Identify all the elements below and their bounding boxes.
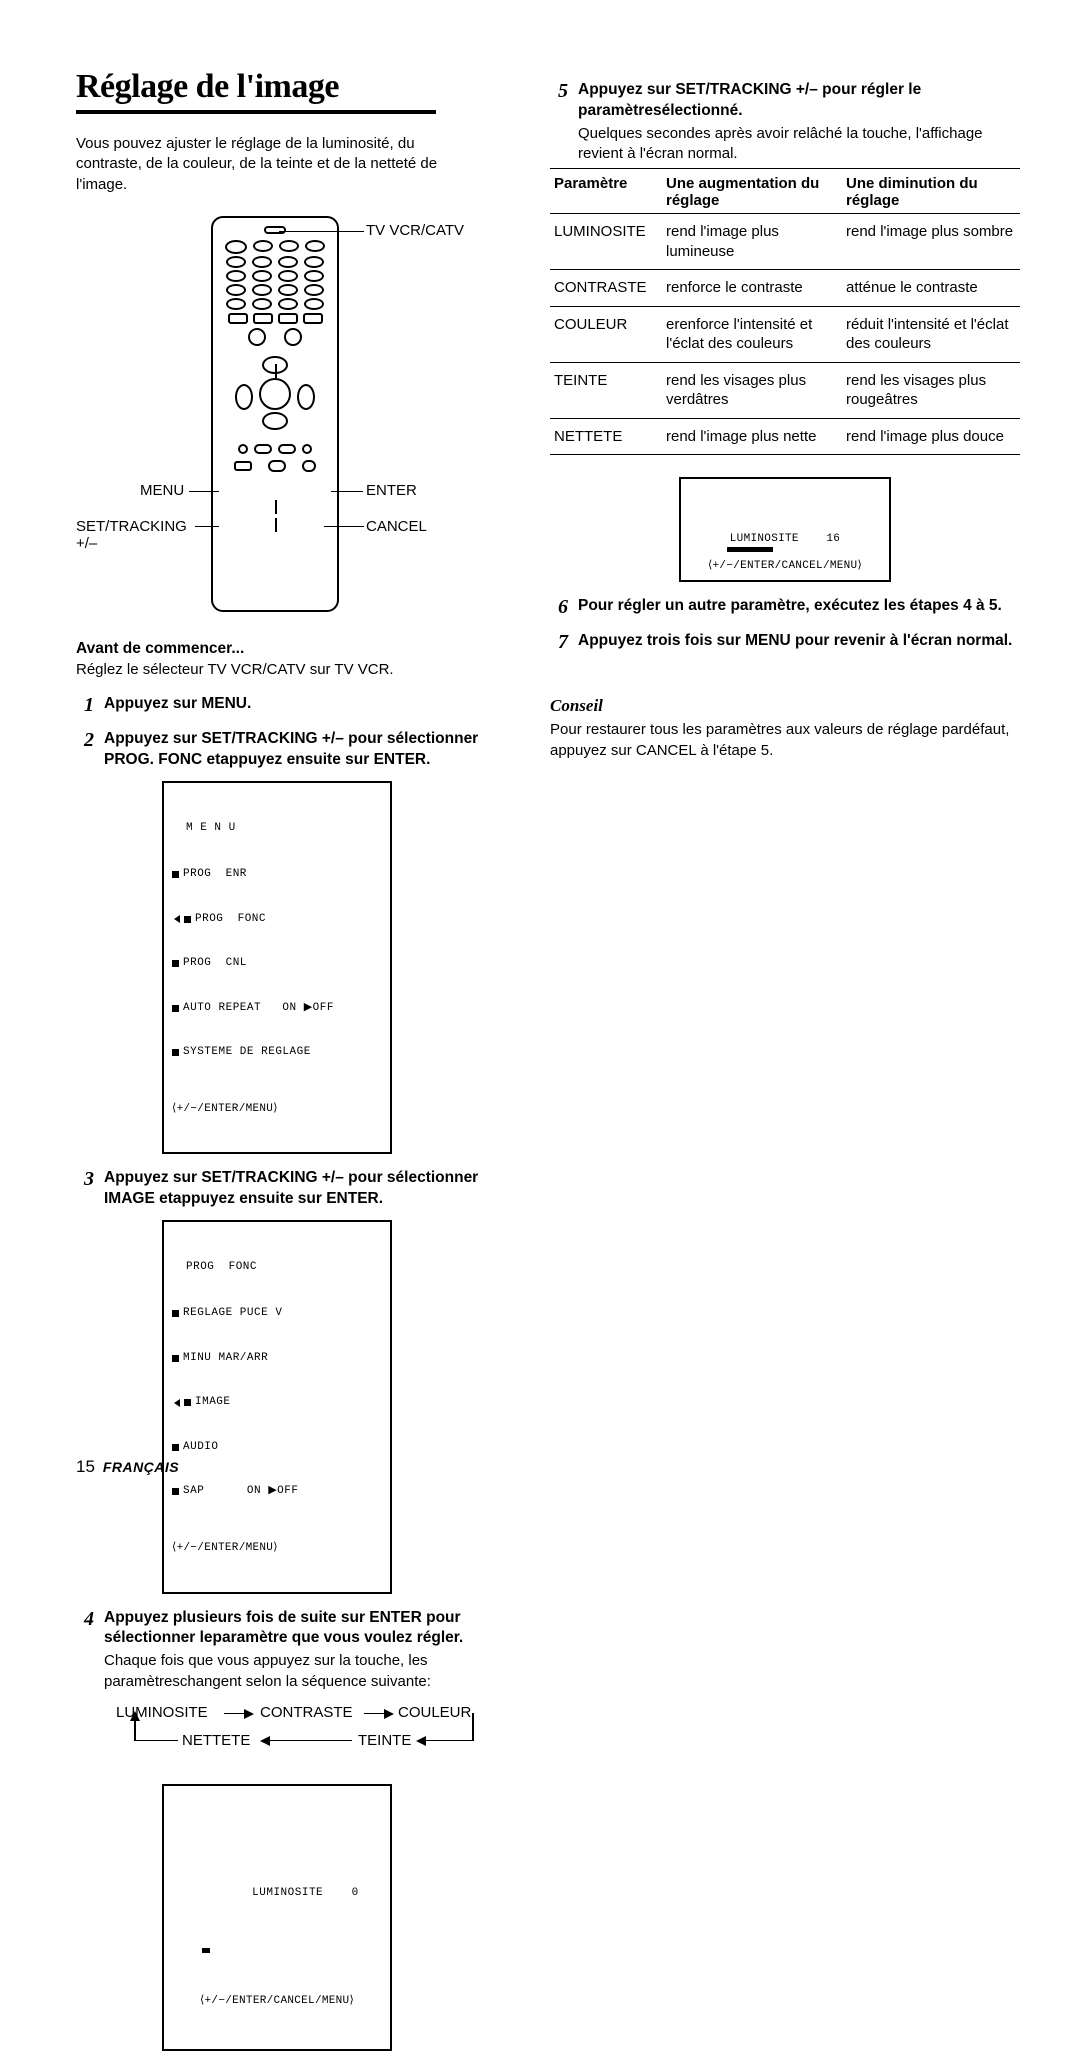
before-text: Réglez le sélecteur TV VCR/CATV sur TV V…: [76, 660, 506, 680]
label-set: SET/TRACKING +/–: [76, 518, 187, 552]
table-row: COULEURerenforce l'intensité et l'éclat …: [550, 306, 1020, 362]
osd-menu: M E N U PROG ENR PROG FONC PROG CNL AUTO…: [162, 781, 392, 1154]
step-number: 4: [76, 1608, 94, 1692]
step-text: Appuyez sur SET/TRACKING +/– pour sélect…: [104, 729, 506, 771]
osd-luminosite-0: LUMINOSITE 0 ⟨+/−/ENTER/CANCEL/MENU⟩: [162, 1784, 392, 2051]
step-text: Appuyez sur SET/TRACKING +/– pour sélect…: [104, 1168, 506, 1210]
th-param: Paramètre: [550, 169, 662, 214]
title-rule: [76, 110, 436, 114]
page-lang: FRANÇAIS: [103, 1459, 179, 1475]
step-number: 5: [550, 80, 568, 164]
step-text: Appuyez sur MENU.: [104, 694, 506, 715]
label-menu: MENU: [140, 482, 184, 499]
param-flow: LUMINOSITE CONTRASTE COULEUR NETTETE TEI…: [96, 1704, 516, 1774]
step-number: 7: [550, 631, 568, 652]
step-3: 3 Appuyez sur SET/TRACKING +/– pour séle…: [76, 1168, 506, 1210]
label-enter: ENTER: [366, 482, 417, 499]
step-text: Pour régler un autre paramètre, exécutez…: [578, 596, 1020, 617]
table-row: NETTETErend l'image plus netterend l'ima…: [550, 418, 1020, 455]
step-text: Appuyez plusieurs fois de suite sur ENTE…: [104, 1608, 506, 1692]
th-dec: Une diminution du réglage: [842, 169, 1020, 214]
step-4: 4 Appuyez plusieurs fois de suite sur EN…: [76, 1608, 506, 1692]
step-1: 1 Appuyez sur MENU.: [76, 694, 506, 715]
step-2: 2 Appuyez sur SET/TRACKING +/– pour séle…: [76, 729, 506, 771]
osd-progfonc: PROG FONC REGLAGE PUCE V MINU MAR/ARR IM…: [162, 1220, 392, 1593]
page-number: 15: [76, 1457, 95, 1476]
label-cancel: CANCEL: [366, 518, 427, 535]
table-row: CONTRASTErenforce le contrasteatténue le…: [550, 270, 1020, 307]
intro-text: Vous pouvez ajuster le réglage de la lum…: [76, 134, 446, 195]
th-inc: Une augmentation du réglage: [662, 169, 842, 214]
conseil-heading: Conseil: [550, 696, 1020, 716]
remote-diagram: TV VCR/CATV MENU ENTER SET/TRACKING +/– …: [76, 210, 506, 630]
step-number: 6: [550, 596, 568, 617]
step-5: 5 Appuyez sur SET/TRACKING +/– pour régl…: [550, 80, 1020, 164]
step-text: Appuyez sur SET/TRACKING +/– pour régler…: [578, 80, 1020, 164]
step-number: 1: [76, 694, 94, 715]
table-row: LUMINOSITErend l'image plus lumineuseren…: [550, 214, 1020, 270]
conseil-text: Pour restaurer tous les paramètres aux v…: [550, 720, 1020, 761]
osd-luminosite-16: LUMINOSITE 16 ⟨+/−/ENTER/CANCEL/MENU⟩: [679, 477, 891, 582]
parameter-table: Paramètre Une augmentation du réglage Un…: [550, 168, 1020, 455]
step-6: 6 Pour régler un autre paramètre, exécut…: [550, 596, 1020, 617]
page-footer: 15 FRANÇAIS: [76, 1457, 179, 1477]
step-number: 2: [76, 729, 94, 771]
before-heading: Avant de commencer...: [76, 640, 506, 658]
page-title: Réglage de l'image: [76, 68, 506, 106]
step-text: Appuyez trois fois sur MENU pour revenir…: [578, 631, 1020, 652]
label-tv: TV VCR/CATV: [366, 222, 464, 239]
table-row: TEINTErend les visages plus verdâtresren…: [550, 362, 1020, 418]
step-7: 7 Appuyez trois fois sur MENU pour reven…: [550, 631, 1020, 652]
step-number: 3: [76, 1168, 94, 1210]
